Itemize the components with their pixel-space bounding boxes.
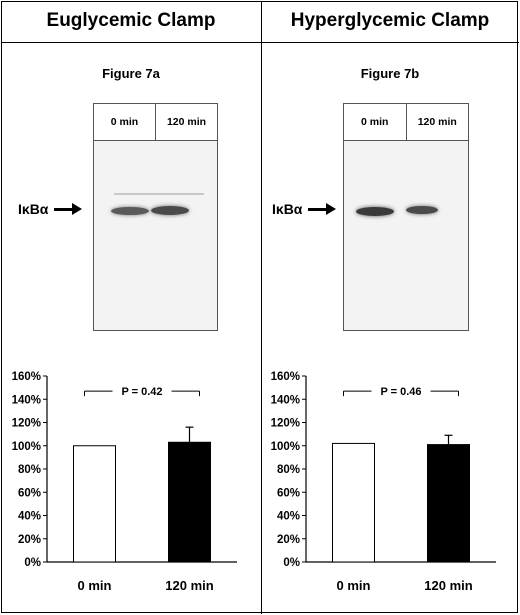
y-tick-label: 100% bbox=[12, 441, 41, 453]
y-tick-label: 120% bbox=[12, 418, 41, 430]
blot-band bbox=[151, 206, 189, 215]
blot-faint-band bbox=[114, 193, 204, 195]
bar bbox=[73, 445, 116, 563]
blot-lane-header: 0 min 120 min bbox=[94, 104, 217, 141]
bar-chart-left: 0% 20% 40% 60% 80% 100% 120% 140% 160% 0 min 120 m… bbox=[12, 371, 237, 593]
figure-label-left: Figure 7a bbox=[102, 66, 160, 81]
y-tick-label: 80% bbox=[277, 464, 300, 476]
y-tick-label: 20% bbox=[277, 534, 300, 546]
p-value-annotation: P = 0.42 bbox=[121, 386, 162, 398]
x-tick-label: 120 min bbox=[165, 578, 213, 593]
bar bbox=[332, 442, 375, 563]
blot-lane-header: 0 min 120 min bbox=[344, 104, 468, 141]
western-blot-left: 0 min 120 min bbox=[93, 103, 218, 331]
blot-band bbox=[356, 207, 394, 216]
p-value-annotation: P = 0.46 bbox=[380, 386, 421, 398]
bar-chart-right: 0% 20% 40% 60% 80% 100% 120% 140% 160% 0 min 120 m… bbox=[271, 371, 496, 593]
blot-lane-label: 0 min bbox=[110, 116, 139, 128]
x-tick-label: 0 min bbox=[78, 578, 112, 593]
y-tick-label: 40% bbox=[18, 511, 41, 523]
blot-marker-left: IκBα bbox=[18, 201, 83, 217]
bar bbox=[427, 444, 470, 563]
arrow-shaft bbox=[308, 207, 327, 211]
panel-title-right: Hyperglycemic Clamp bbox=[290, 10, 490, 31]
blot-band bbox=[111, 207, 149, 215]
blot-lane-label: 0 min bbox=[361, 116, 389, 128]
y-tick-label: 80% bbox=[18, 464, 41, 476]
y-tick-label: 140% bbox=[271, 394, 300, 406]
western-blot-right: 0 min 120 min bbox=[343, 103, 469, 331]
y-tick-label: 20% bbox=[18, 534, 41, 546]
y-tick-label: 60% bbox=[18, 487, 41, 499]
y-tick-label: 120% bbox=[271, 418, 300, 430]
arrow-right-icon bbox=[326, 203, 337, 215]
arrow-right-icon bbox=[72, 203, 83, 215]
blot-lane-label: 120 min bbox=[155, 104, 217, 140]
marker-label: IκBα bbox=[18, 201, 49, 217]
y-tick-label: 160% bbox=[271, 371, 300, 383]
blot-lane-label: 120 min bbox=[405, 104, 469, 140]
x-tick-label: 120 min bbox=[424, 578, 472, 593]
x-tick-label: 0 min bbox=[337, 578, 371, 593]
bar bbox=[168, 441, 211, 563]
y-tick-label: 0% bbox=[283, 557, 300, 569]
y-tick-label: 160% bbox=[12, 371, 41, 383]
blot-band bbox=[406, 206, 438, 214]
y-tick-label: 40% bbox=[277, 511, 300, 523]
figure-label-right: Figure 7b bbox=[360, 66, 420, 81]
arrow-shaft bbox=[54, 207, 73, 211]
header-divider bbox=[2, 42, 519, 43]
y-tick-label: 140% bbox=[12, 394, 41, 406]
blot-marker-right: IκBα bbox=[272, 201, 337, 217]
marker-label: IκBα bbox=[272, 201, 303, 217]
y-tick-label: 0% bbox=[24, 557, 41, 569]
y-tick-label: 100% bbox=[271, 441, 300, 453]
panel-title-left: Euglycemic Clamp bbox=[46, 10, 216, 31]
y-tick-label: 60% bbox=[277, 487, 300, 499]
panel-divider bbox=[261, 2, 262, 614]
